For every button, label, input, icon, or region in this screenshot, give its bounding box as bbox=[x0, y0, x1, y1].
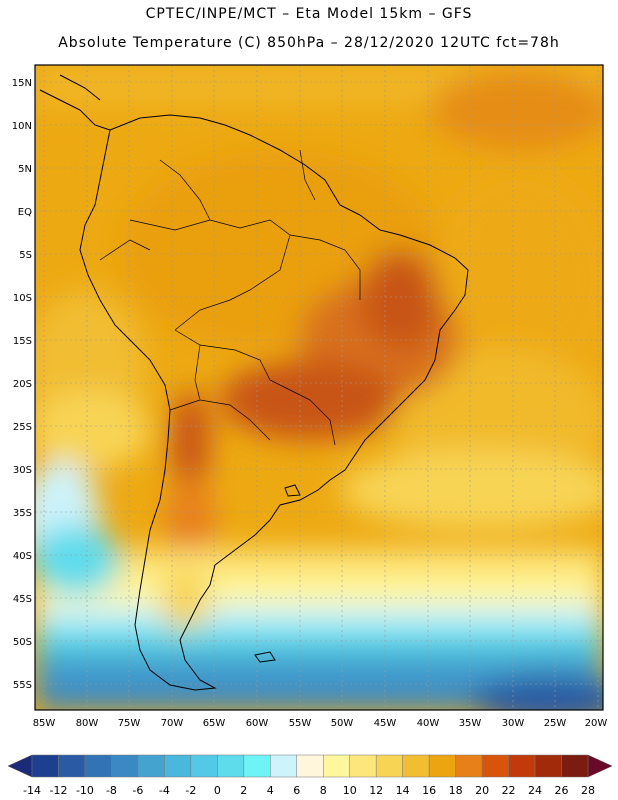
colorbar-swatch bbox=[58, 754, 86, 778]
lon-label: 30W bbox=[502, 718, 525, 729]
colorbar-swatch bbox=[84, 754, 112, 778]
lagoa-dos-patos bbox=[284, 484, 301, 497]
central-america-coastline bbox=[39, 74, 111, 131]
lat-label: 50S bbox=[13, 637, 32, 648]
colorbar-label: 4 bbox=[267, 784, 274, 797]
colorbar-swatch bbox=[243, 754, 271, 778]
lat-label: 10N bbox=[12, 121, 32, 132]
map-title-line-1: CPTEC/INPE/MCT – Eta Model 15km – GFS bbox=[145, 6, 473, 22]
lon-label: 70W bbox=[161, 718, 184, 729]
lon-label: 60W bbox=[246, 718, 269, 729]
colorbar-label: 28 bbox=[581, 784, 595, 797]
colorbar-swatch bbox=[349, 754, 377, 778]
colorbar-swatch bbox=[137, 754, 165, 778]
colorbar-swatch bbox=[190, 754, 218, 778]
lat-label: 35S bbox=[13, 508, 32, 519]
colorbar-label: 26 bbox=[555, 784, 569, 797]
lat-label: 40S bbox=[13, 551, 32, 562]
colorbar-label: -2 bbox=[185, 784, 196, 797]
colorbar-label: -4 bbox=[159, 784, 170, 797]
lat-label: EQ bbox=[18, 207, 32, 218]
lon-label: 20W bbox=[585, 718, 608, 729]
coastlines bbox=[39, 74, 469, 691]
colorbar-label: -6 bbox=[132, 784, 143, 797]
colorbar-swatch bbox=[508, 754, 536, 778]
country-borders bbox=[99, 149, 361, 446]
south-america-coastline bbox=[79, 114, 469, 691]
colorbar-swatch bbox=[296, 754, 324, 778]
lat-label: 45S bbox=[13, 594, 32, 605]
colorbar-label: 10 bbox=[343, 784, 357, 797]
colorbar-min-arrow bbox=[7, 754, 33, 778]
colorbar-label: 2 bbox=[240, 784, 247, 797]
colorbar: -14 -12 -10 -8 -6 -4 -2 0 2 4 6 8 10 12 14 16 18 20 22 24 26… bbox=[7, 754, 613, 797]
lon-label: 35W bbox=[459, 718, 482, 729]
falkland-islands bbox=[254, 651, 276, 663]
colorbar-label: 6 bbox=[293, 784, 300, 797]
colorbar-max-arrow bbox=[587, 754, 613, 778]
lon-label: 65W bbox=[203, 718, 226, 729]
longitude-axis: 85W 80W 75W 70W 65W 60W 55W 50W 45W 40W … bbox=[33, 718, 608, 729]
colorbar-swatch bbox=[217, 754, 245, 778]
lat-label: 15S bbox=[13, 336, 32, 347]
colorbar-swatch bbox=[402, 754, 430, 778]
temperature-field bbox=[35, 65, 603, 710]
colorbar-label: 14 bbox=[396, 784, 410, 797]
latitude-axis: 15N 10N 5N EQ 5S 10S 15S 20S 25S 30S 35S… bbox=[12, 78, 32, 691]
colorbar-label: -8 bbox=[106, 784, 117, 797]
lat-label: 30S bbox=[13, 465, 32, 476]
colorbar-label: -10 bbox=[76, 784, 94, 797]
colorbar-swatch bbox=[111, 754, 139, 778]
lat-label: 55S bbox=[13, 680, 32, 691]
lon-label: 45W bbox=[374, 718, 397, 729]
colorbar-label: 12 bbox=[369, 784, 383, 797]
lat-label: 5N bbox=[18, 164, 32, 175]
lat-label: 10S bbox=[13, 293, 32, 304]
lon-label: 40W bbox=[417, 718, 440, 729]
map-border bbox=[34, 64, 604, 711]
colorbar-label: 0 bbox=[214, 784, 221, 797]
lat-label: 15N bbox=[12, 78, 32, 89]
lat-label: 25S bbox=[13, 422, 32, 433]
colorbar-swatch bbox=[481, 754, 509, 778]
lat-label: 20S bbox=[13, 379, 32, 390]
colorbar-label: -14 bbox=[23, 784, 41, 797]
colorbar-label: 24 bbox=[528, 784, 542, 797]
colorbar-swatch bbox=[428, 754, 456, 778]
lon-label: 50W bbox=[331, 718, 354, 729]
colorbar-label: 8 bbox=[320, 784, 327, 797]
colorbar-label: 18 bbox=[449, 784, 463, 797]
colorbar-swatch bbox=[31, 754, 59, 778]
colorbar-label: -12 bbox=[49, 784, 67, 797]
lon-label: 80W bbox=[76, 718, 99, 729]
colorbar-swatch bbox=[164, 754, 192, 778]
lon-label: 25W bbox=[544, 718, 567, 729]
colorbar-label: 20 bbox=[475, 784, 489, 797]
lon-label: 75W bbox=[118, 718, 141, 729]
lon-label: 55W bbox=[289, 718, 312, 729]
colorbar-label: 16 bbox=[422, 784, 436, 797]
map-title-line-2: Absolute Temperature (C) 850hPa – 28/12/… bbox=[58, 35, 560, 51]
colorbar-label: 22 bbox=[502, 784, 516, 797]
colorbar-swatch bbox=[561, 754, 589, 778]
lon-label: 85W bbox=[33, 718, 56, 729]
lat-label: 5S bbox=[19, 250, 32, 261]
colorbar-swatch bbox=[375, 754, 403, 778]
colorbar-swatch bbox=[534, 754, 562, 778]
colorbar-swatch bbox=[455, 754, 483, 778]
colorbar-swatch bbox=[322, 754, 350, 778]
colorbar-swatch bbox=[270, 754, 298, 778]
